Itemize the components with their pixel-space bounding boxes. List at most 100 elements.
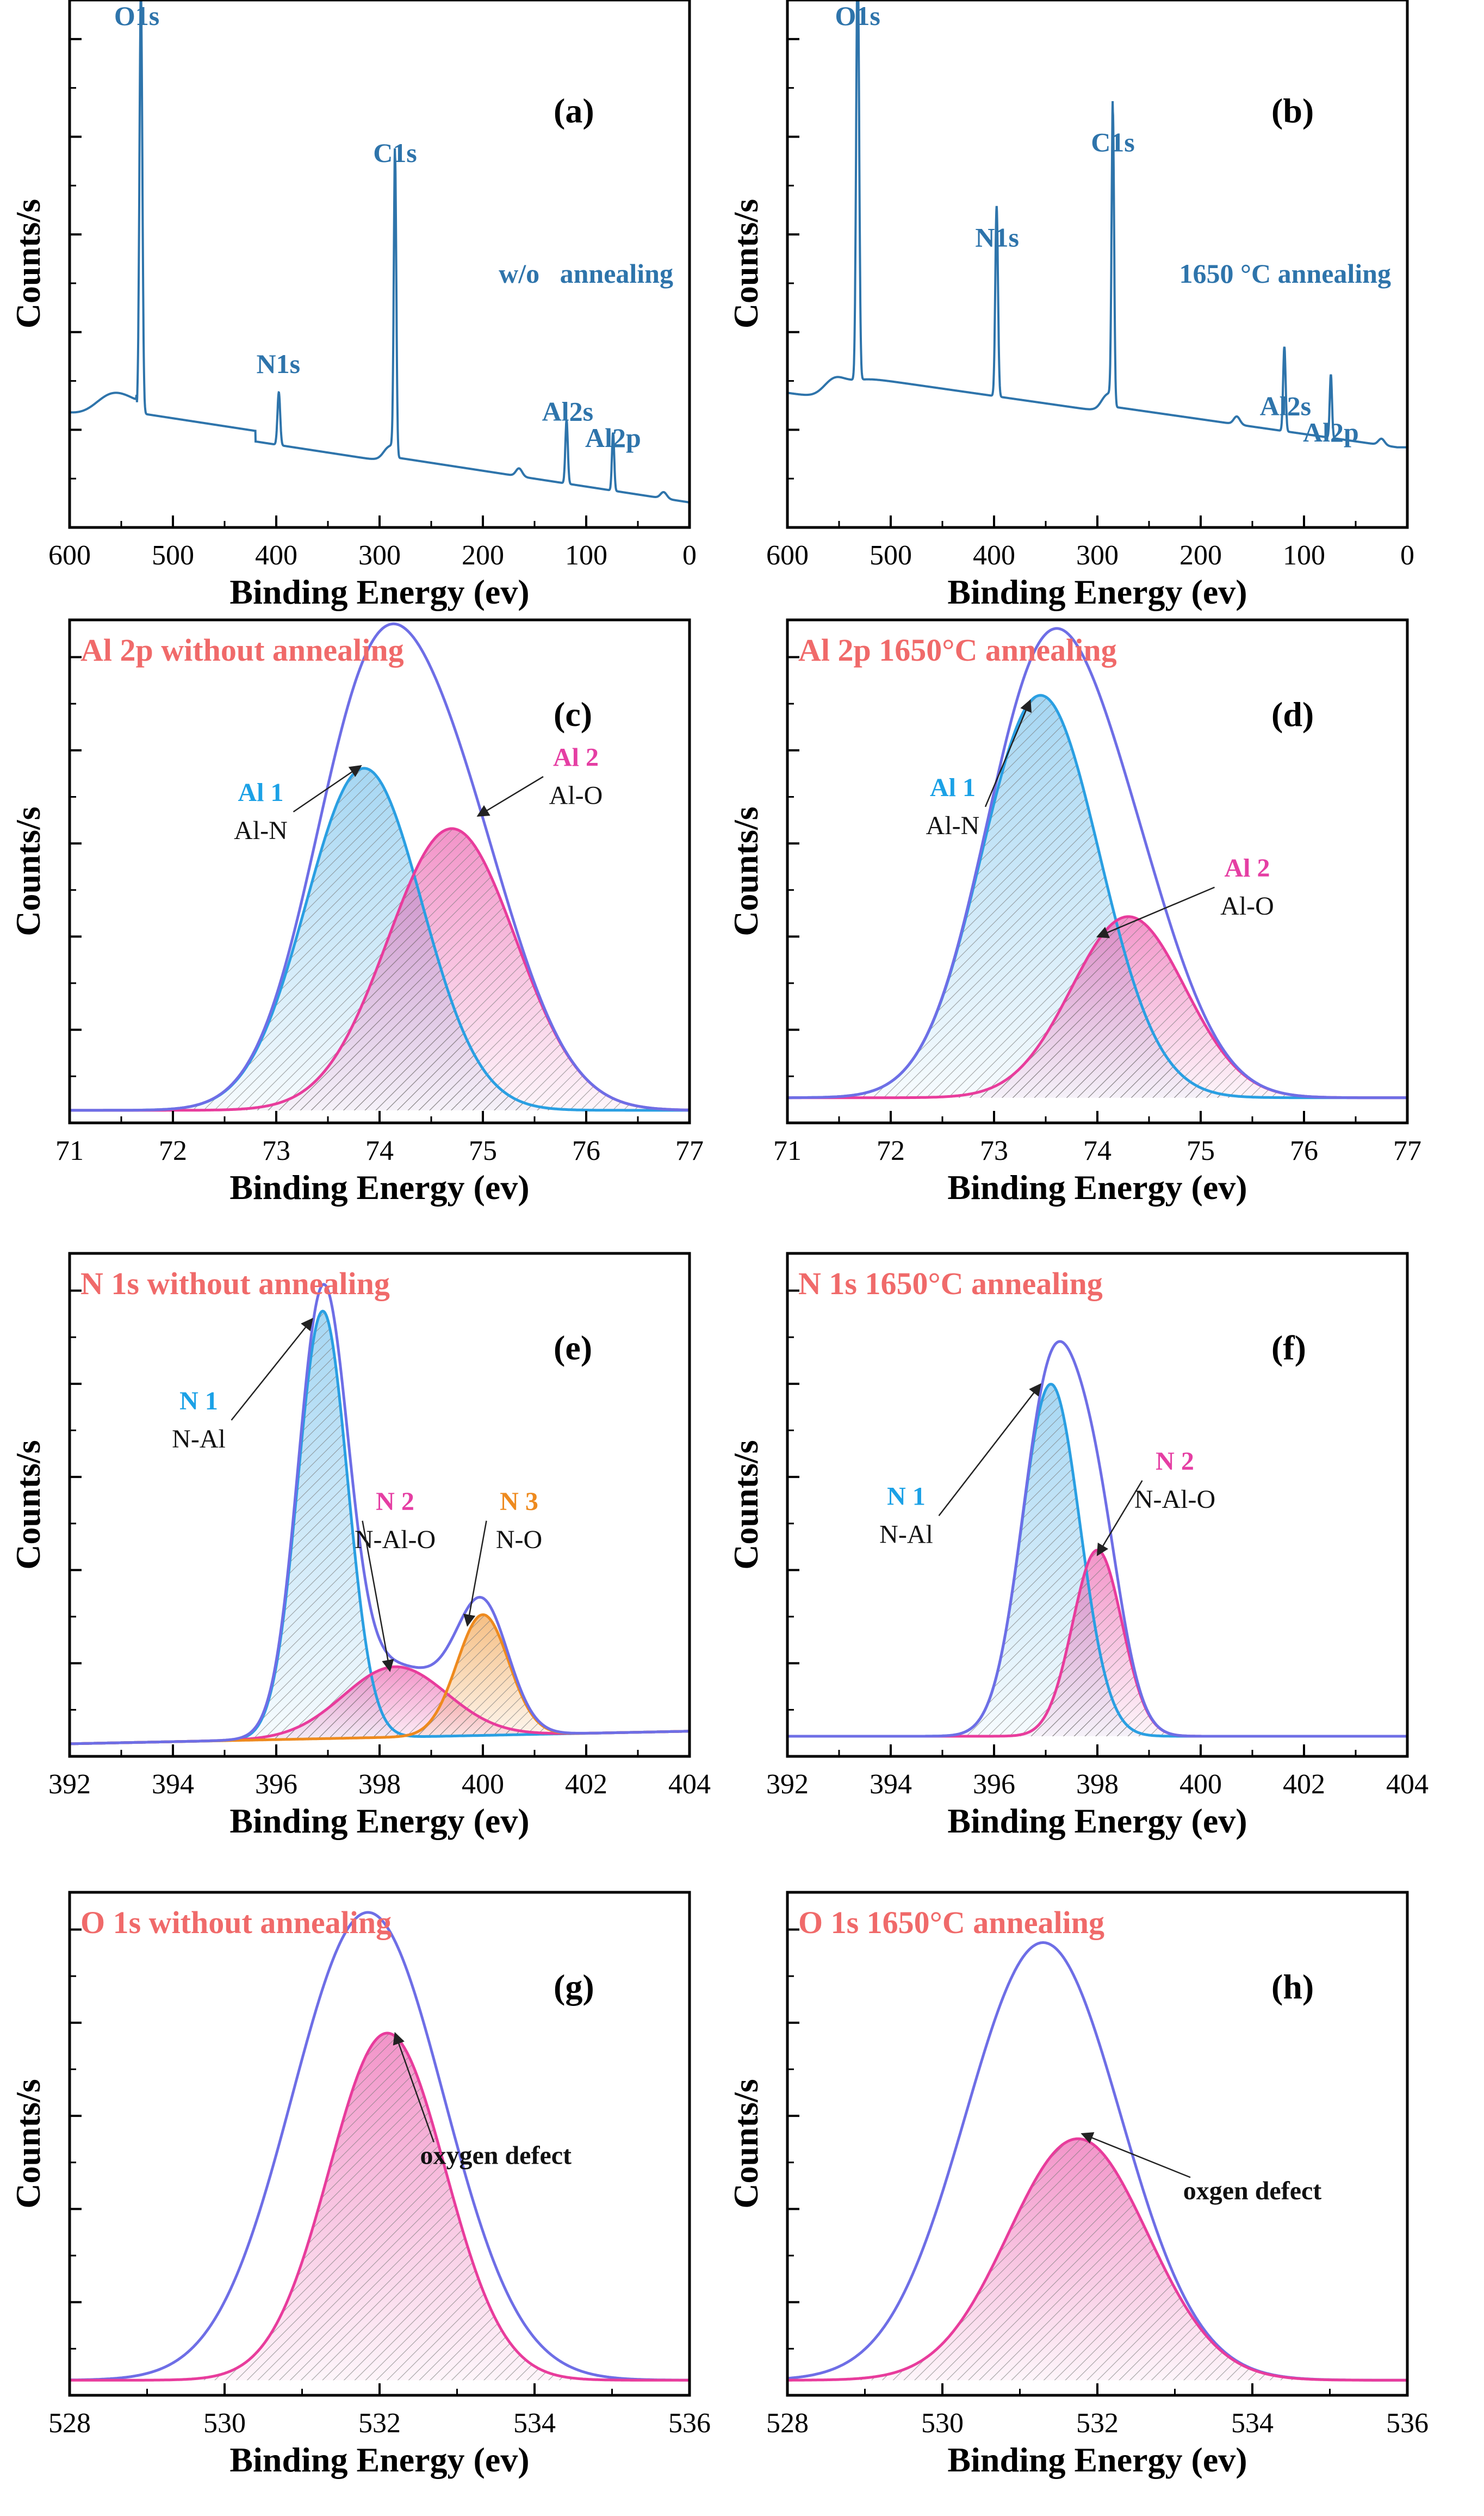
bond-label: Al-N [234, 816, 288, 845]
panel-label: (b) [1271, 91, 1314, 130]
panel-f: N 1 N-Al N 2 N-Al-O N 1s 1650°C annealing (f)… [727, 1252, 1429, 1840]
x-tick-label: 100 [565, 540, 607, 571]
x-tick-label: 600 [766, 540, 809, 571]
x-tick-label: 404 [668, 1769, 711, 1800]
x-tick-label: 300 [358, 540, 401, 571]
y-axis-label: Counts/s [727, 1440, 765, 1569]
x-tick-label: 72 [159, 1135, 187, 1166]
annotation-arrow [476, 776, 544, 817]
plot-area [70, 622, 690, 1112]
curve-line [70, 2032, 690, 2382]
x-tick-label: 74 [1083, 1135, 1112, 1166]
curve-line [787, 2137, 1407, 2382]
component-name-label: N 2 [1156, 1447, 1194, 1476]
plot-area [787, 627, 1407, 1099]
bond-label: Al-N [926, 811, 980, 840]
x-tick-label: 534 [1231, 2408, 1274, 2439]
x-tick-label: 528 [48, 2408, 91, 2439]
x-tick-label: 76 [1290, 1135, 1318, 1166]
x-tick-label: 300 [1076, 540, 1119, 571]
peak-label: O1s [835, 1, 880, 31]
plot-area [70, 1911, 690, 2382]
x-tick-label: 200 [1179, 540, 1222, 571]
x-tick-label: 392 [48, 1769, 91, 1800]
component-hatch [70, 768, 690, 1110]
panel-label: (h) [1271, 1967, 1314, 2006]
peak-label: O1s [114, 1, 159, 31]
envelope-curve [70, 622, 690, 1112]
y-axis-label: Counts/s [9, 1440, 47, 1569]
x-tick-label: 71 [55, 1135, 84, 1166]
x-tick-label: 500 [152, 540, 194, 571]
annotation-arrow [293, 765, 362, 813]
panel-c: Al 1 Al-N Al 2 Al-O Al 2p without annealing (… [9, 618, 704, 1207]
peak-label: N1s [975, 222, 1019, 252]
x-tick-label: 396 [973, 1769, 1015, 1800]
envelope-curve [787, 627, 1407, 1099]
x-tick-label: 74 [365, 1135, 394, 1166]
x-tick-label: 73 [262, 1135, 290, 1166]
peak-label: C1s [1091, 127, 1135, 158]
x-tick-label: 534 [513, 2408, 556, 2439]
region-title: Al 2p 1650°C annealing [798, 632, 1117, 668]
peak-label: Al2p [1303, 417, 1359, 448]
x-tick-label: 532 [1076, 2408, 1119, 2439]
region-title: Al 2p without annealing [80, 632, 404, 668]
bond-label: N-Al [172, 1425, 226, 1453]
y-axis-label: Counts/s [727, 806, 765, 936]
peak-label: Al2s [542, 396, 593, 426]
x-tick-label: 77 [1393, 1135, 1421, 1166]
x-tick-label: 72 [877, 1135, 905, 1166]
region-title: N 1s without annealing [80, 1266, 390, 1301]
curve-hatch [70, 2033, 690, 2381]
x-axis-label: Binding Energy (ev) [947, 1801, 1247, 1840]
component-hatch [70, 828, 690, 1110]
y-axis-label: Counts/s [9, 199, 47, 328]
x-tick-label: 536 [1386, 2408, 1429, 2439]
x-axis-label: Binding Energy (ev) [947, 2440, 1247, 2479]
envelope-curve [70, 1283, 690, 1745]
bond-label: N-Al [879, 1520, 933, 1549]
annotation-arrow [231, 1318, 313, 1421]
y-axis-label: Counts/s [727, 2079, 765, 2208]
bond-label: Al-O [549, 781, 603, 810]
component-name-label: N 1 [887, 1482, 926, 1511]
region-title: O 1s 1650°C annealing [798, 1905, 1104, 1940]
bond-label: oxygen defect [420, 2141, 572, 2170]
bond-label: oxgen defect [1183, 2176, 1322, 2205]
x-tick-label: 73 [980, 1135, 1008, 1166]
bond-label: Al-O [1220, 892, 1274, 921]
peak-label: C1s [373, 138, 417, 168]
x-tick-label: 500 [870, 540, 912, 571]
panel-label: (d) [1271, 695, 1314, 734]
curve-line [70, 1911, 690, 2382]
component-hatch [787, 916, 1407, 1098]
x-axis-label: Binding Energy (ev) [229, 2440, 529, 2479]
panel-label: (f) [1271, 1328, 1306, 1367]
component-name-label: N 3 [500, 1487, 538, 1516]
component-hatch [787, 695, 1407, 1098]
annotation-arrow [1096, 1480, 1143, 1556]
panel-d: Al 1 Al-N Al 2 Al-O Al 2p 1650°C annealing (d… [727, 618, 1421, 1207]
peak-label: N1s [257, 349, 301, 379]
panel-e: N 1 N-Al N 2 N-Al-O N 3 N-O N 1s without annea… [9, 1252, 711, 1840]
x-tick-label: 396 [255, 1769, 297, 1800]
bond-label: N-Al-O [1134, 1485, 1215, 1514]
plot-area [787, 1941, 1407, 2382]
x-tick-label: 530 [921, 2408, 964, 2439]
panel-label: (a) [554, 91, 594, 130]
x-tick-label: 76 [572, 1135, 600, 1166]
component-name-label: N 1 [179, 1387, 218, 1415]
plot-area [70, 0, 690, 504]
x-tick-label: 398 [1076, 1769, 1119, 1800]
annotation-arrow [393, 2032, 434, 2142]
x-tick-label: 404 [1386, 1769, 1429, 1800]
x-tick-label: 528 [766, 2408, 809, 2439]
x-tick-label: 0 [682, 540, 697, 571]
x-tick-label: 400 [1179, 1769, 1222, 1800]
peak-label: Al2p [585, 423, 641, 453]
component-name-label: N 2 [376, 1487, 414, 1516]
x-axis-label: Binding Energy (ev) [229, 1801, 529, 1840]
